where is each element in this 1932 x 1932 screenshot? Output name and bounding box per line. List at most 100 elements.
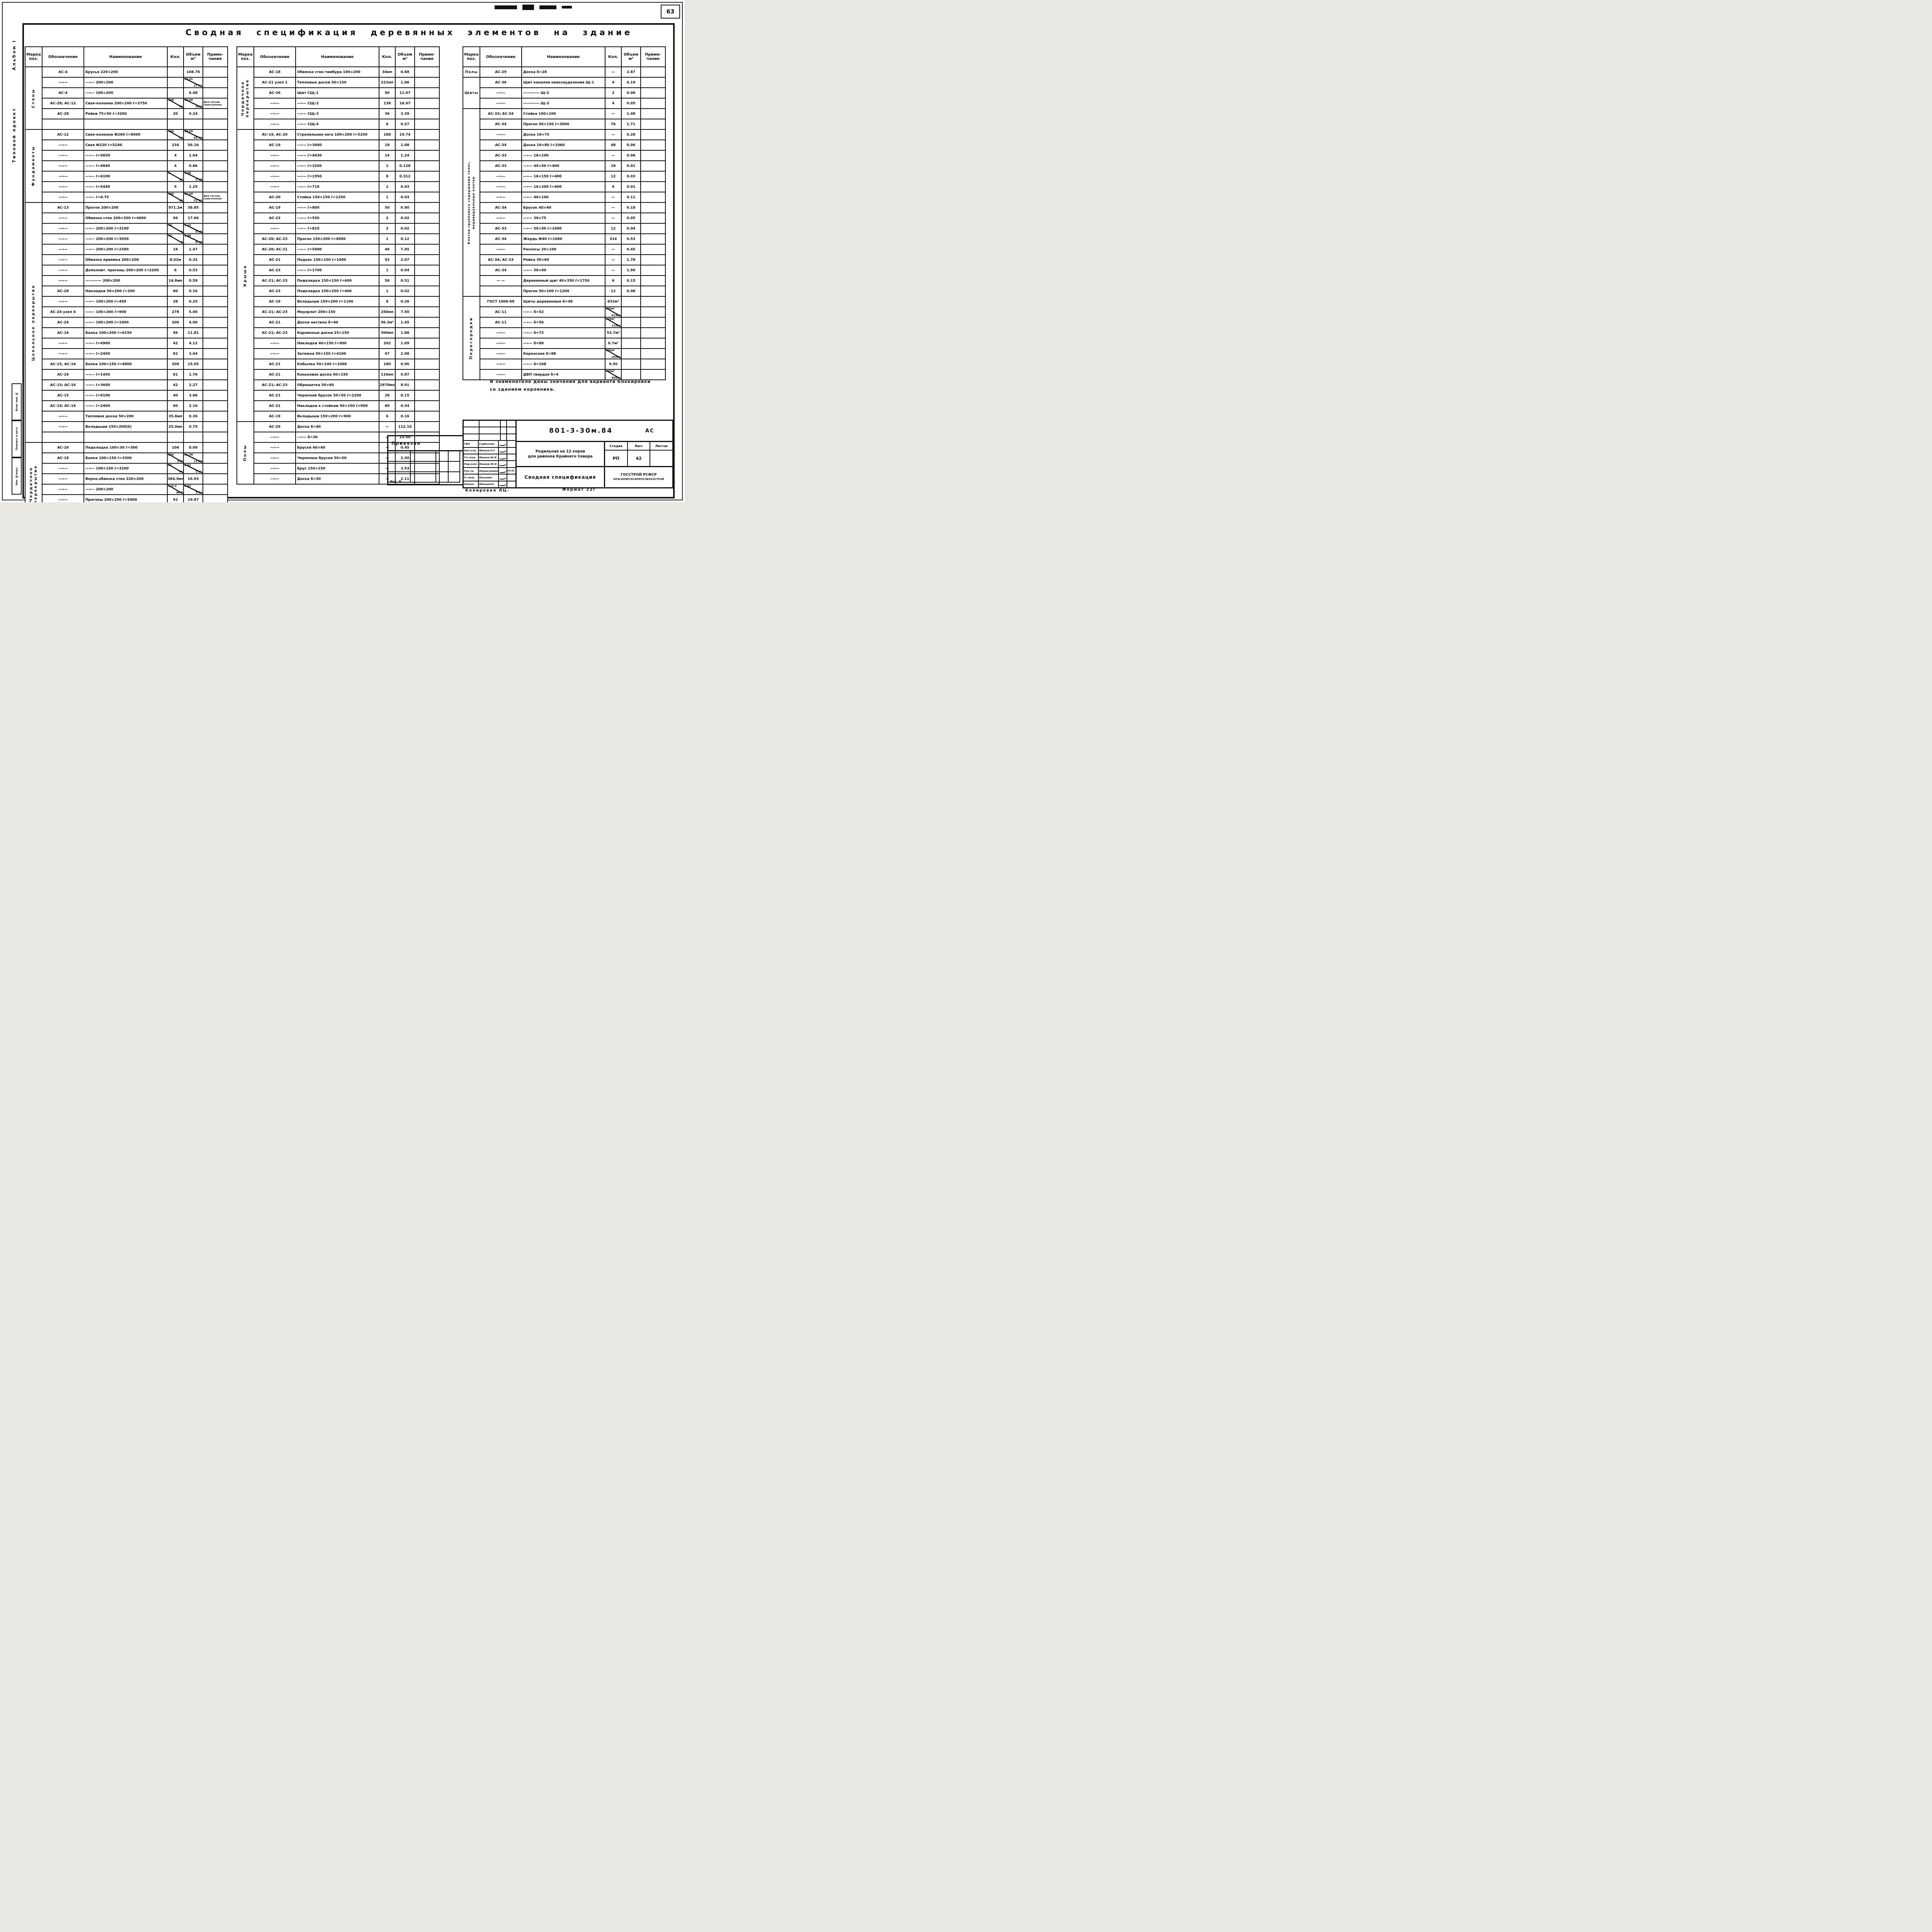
cell-v: 6.48 bbox=[183, 87, 203, 99]
cell-nm bbox=[83, 432, 168, 443]
cell-nm: Рейки 75×50 ℓ=3200 bbox=[83, 108, 168, 119]
table-row: АС-15; АС-16 —»— ℓ=3600 42 2.27 bbox=[25, 379, 228, 391]
cell-nm: —»— 100×200 ℓ=450 bbox=[83, 296, 168, 307]
header-row: Марка поз. Обозначение Наименование Кол. Объе… bbox=[463, 46, 666, 67]
staff-name: Иванов Ю.И bbox=[479, 461, 499, 467]
cell-k bbox=[167, 119, 184, 130]
cell-k: 80 bbox=[379, 400, 396, 412]
cell-nm: —»— 100×150 ℓ=3200 bbox=[83, 463, 168, 474]
table-row: АС-16 Балка 100×200 ℓ=6150 96 11.81 bbox=[25, 327, 228, 338]
column-header: Приме-чание bbox=[202, 46, 228, 67]
cell-nm: ——»—— 200×200 bbox=[83, 275, 168, 286]
cell-p bbox=[640, 129, 666, 140]
cell-v: 15.00 14.4 bbox=[183, 98, 203, 109]
cell-p bbox=[414, 432, 440, 443]
cell-v: 0.36 bbox=[183, 411, 203, 422]
cell-oz: АС-16 bbox=[42, 369, 84, 380]
cell-v: 23.50 bbox=[395, 432, 415, 443]
cell-nm: Прогон 150×200 ℓ=4000 bbox=[295, 233, 379, 245]
cell-k: 6 bbox=[379, 411, 396, 422]
cell-v: 1.47 bbox=[183, 244, 203, 255]
table-row: —»— —»— ℓ=4900 42 4.12 bbox=[25, 338, 228, 349]
cell-oz: —»— bbox=[480, 181, 522, 192]
cell-oz: АС-21 bbox=[253, 317, 296, 328]
cell-nm: —»— ℓ=1700 bbox=[295, 265, 379, 276]
cell-p bbox=[640, 139, 666, 151]
table-row: АС-19 Вкладыши 150×200 ℓ=1100 8 0.26 bbox=[237, 296, 440, 307]
cell-nm: —»— δ=30 bbox=[295, 432, 379, 443]
cell-oz: —»— bbox=[253, 223, 296, 234]
cell-nm: —»— ℓ=3000 bbox=[295, 139, 379, 151]
cell-k: 6 bbox=[379, 119, 396, 130]
cell-p bbox=[640, 275, 666, 286]
cell-p bbox=[414, 171, 440, 182]
cell-k: 81 bbox=[167, 369, 184, 380]
cell-k: 76 bbox=[605, 119, 622, 130]
table-row: Полы АС-29 Доска δ=28—2.87 bbox=[463, 66, 666, 78]
staff-name: Маракушина bbox=[479, 468, 499, 474]
cell-v: 2.16 bbox=[183, 400, 203, 412]
cell-nm: —»— 16×150 ℓ=400 bbox=[521, 171, 605, 182]
cell-p bbox=[640, 296, 666, 307]
table-row: —»— ——»—— Щ-2 2 0.06 bbox=[463, 87, 666, 99]
staff-row: ГИП Горбачева bbox=[464, 441, 515, 448]
cell-v: 1.78 bbox=[621, 254, 641, 265]
cell-p bbox=[414, 296, 440, 307]
cell-v: 11.07 bbox=[395, 87, 415, 99]
cell-nm: —»— 100×200 bbox=[83, 87, 168, 99]
cell-k: 6 bbox=[605, 181, 622, 192]
table-row: АС-21; АС-23 Карнизные доски 25×150 500мп 1… bbox=[237, 327, 440, 338]
cell-nm: Вкладыши 150×200 ℓ=1100 bbox=[295, 296, 379, 307]
cell-k: 2 bbox=[605, 87, 622, 99]
cell-nm: Черепные бруски 50×50 bbox=[295, 452, 379, 464]
cell-p bbox=[202, 400, 228, 412]
cell-nm: —»— ℓ=5440 bbox=[83, 181, 168, 192]
table-row: —»— —»— ℓ=5650 4 1.04 bbox=[25, 150, 228, 161]
table-row: АС-11 —»— δ=52 835м² 614м² bbox=[463, 306, 666, 318]
table-row: АС-24 —»— 100×200 ℓ=1000 200 4.00 bbox=[25, 317, 228, 328]
cell-v: 1.08 bbox=[395, 139, 415, 151]
table-row: АС-33 —»— 40×50 ℓ=400 18 0.01 bbox=[463, 160, 666, 172]
cell-v: 1.66 bbox=[395, 77, 415, 88]
table-row: —»— —»— δ=30—23.50 bbox=[237, 432, 440, 443]
cell-nm: Доска δ=50 bbox=[295, 473, 379, 485]
table-row: —»— —»— 200×200 115.2 96.0 4.61 3.84 bbox=[25, 484, 228, 495]
cell-p bbox=[202, 359, 228, 370]
cell-oz: —»— bbox=[480, 338, 522, 349]
table-row: —»— —»— ℓ=4430 14 1.24 bbox=[237, 150, 440, 161]
cell-k: — bbox=[605, 254, 622, 265]
margin-strip: Взам. инв. № Подпись и дата Инв. №подл. bbox=[12, 383, 22, 495]
cell-nm: Обвязка стен тамбура 100×200 bbox=[295, 66, 379, 78]
staff-name: Иващенко bbox=[479, 481, 499, 488]
cell-k: 4 bbox=[167, 150, 184, 161]
cell-v: 7.50 bbox=[395, 306, 415, 318]
cell-p bbox=[414, 98, 440, 109]
table-row: АС-21; АС-23 Обрешетка 50×60 2970мп 8.91 bbox=[237, 379, 440, 391]
header-row: Марка поз. Обозначение Наименование Кол. Объе… bbox=[236, 46, 440, 67]
footnote-line: со зданием коровника. bbox=[490, 387, 555, 392]
cell-k: 12 bbox=[605, 286, 622, 297]
stamp-mark bbox=[495, 5, 517, 9]
cell-v: 0.57 bbox=[395, 119, 415, 130]
cell-nm: —»— ℓ=1450 bbox=[83, 369, 168, 380]
cell-k bbox=[167, 77, 184, 88]
table-row: Клетки группового содержания телят, инди… bbox=[463, 108, 666, 297]
cell-v: 0.53 bbox=[621, 233, 641, 245]
cell-oz: —»— bbox=[42, 463, 84, 474]
cell-oz: АС-15; АС-16 bbox=[42, 379, 84, 391]
table-row: АС-15; АС-16 —»— ℓ=2400 60 2.16 bbox=[25, 400, 228, 412]
cell-k: 46 bbox=[379, 244, 396, 255]
cell-oz: АС-18 bbox=[42, 452, 84, 464]
cell-v: 56.16 bbox=[183, 139, 203, 151]
cell-k: 36 bbox=[379, 108, 396, 119]
staff-row-empty bbox=[464, 434, 515, 441]
section-label: Полы bbox=[463, 66, 480, 78]
column-header: Приме-чание bbox=[414, 46, 440, 67]
cell-p bbox=[640, 171, 666, 182]
cell-p bbox=[202, 181, 228, 192]
cell-nm: —»— 40×100 bbox=[521, 192, 605, 203]
cell-nm: Верхн.обвязка стен 220×200 bbox=[83, 473, 168, 485]
cell-p bbox=[640, 359, 666, 370]
table-row bbox=[25, 119, 228, 130]
project-name: Родильная на 12 коров для районов Крайне… bbox=[517, 442, 605, 466]
